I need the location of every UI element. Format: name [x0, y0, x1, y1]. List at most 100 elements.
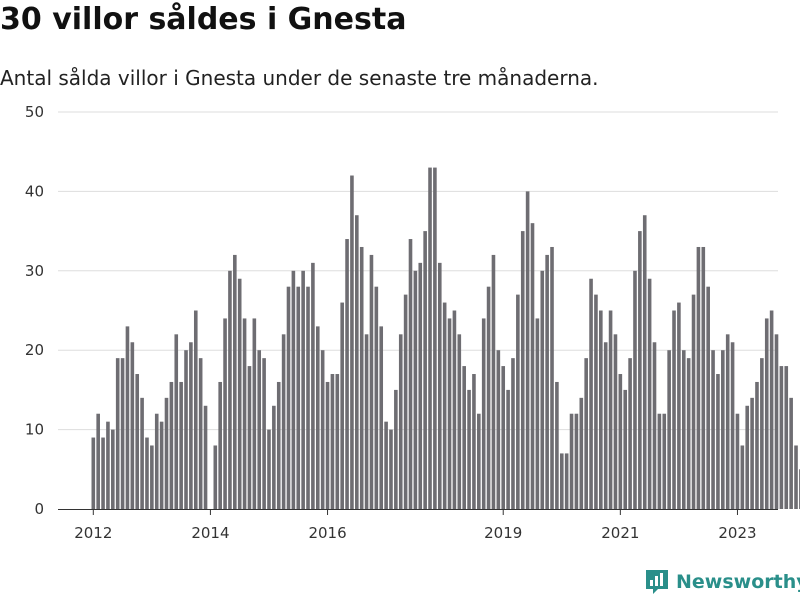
bar: [569, 413, 574, 509]
bar: [379, 326, 384, 509]
bar: [325, 381, 330, 509]
y-tick-label: 20: [25, 341, 44, 359]
bar: [564, 453, 569, 509]
bar: [428, 167, 432, 509]
bar: [193, 310, 198, 509]
bar: [462, 366, 466, 509]
bar: [496, 350, 501, 509]
bar: [535, 318, 540, 509]
bar: [740, 445, 745, 509]
x-tick-label: 2012: [74, 524, 112, 542]
bar: [223, 318, 227, 509]
bar: [281, 334, 286, 509]
bar: [306, 286, 310, 509]
bar: [662, 413, 667, 509]
bar: [559, 453, 564, 509]
brand-name: Newsworthy: [676, 571, 800, 593]
bar: [774, 334, 779, 509]
bar: [613, 334, 618, 509]
bar: [247, 366, 252, 509]
bar: [745, 405, 750, 509]
bar: [125, 326, 130, 509]
bar: [730, 342, 735, 509]
bar: [520, 231, 525, 509]
bar: [516, 294, 520, 509]
bar: [228, 270, 232, 509]
x-tick-label: 2019: [484, 524, 522, 542]
bar: [213, 445, 218, 509]
bar: [330, 374, 335, 509]
bar: [145, 437, 149, 509]
bar: [716, 374, 720, 509]
bar: [701, 246, 706, 510]
bar: [369, 254, 374, 509]
bar: [481, 318, 486, 509]
bar: [574, 413, 579, 509]
bar: [769, 310, 774, 509]
bar: [491, 254, 496, 509]
bar: [257, 350, 262, 509]
bar: [159, 421, 164, 509]
bars: [91, 167, 800, 510]
bar: [164, 397, 169, 509]
chart-title: 30 villor såldes i Gnesta: [0, 2, 407, 37]
bar: [301, 270, 305, 509]
bar: [437, 262, 442, 509]
bar: [628, 358, 632, 509]
bar: [442, 302, 447, 509]
bar: [198, 358, 203, 509]
bar: [315, 326, 320, 509]
bar: [242, 318, 247, 509]
bar: [686, 358, 691, 509]
newsworthy-logo[interactable]: Newsworthy: [644, 568, 800, 596]
bar: [472, 374, 476, 509]
bar: [603, 342, 608, 509]
bar: [779, 366, 784, 509]
bar: [794, 445, 798, 509]
y-axis-ticks: 0 10 20 30 40 50: [25, 103, 44, 518]
bar: [311, 262, 315, 509]
bar: [511, 358, 515, 509]
bar: [681, 350, 686, 509]
y-tick-label: 30: [25, 262, 44, 280]
bar: [501, 366, 506, 509]
bar: [189, 342, 193, 509]
bar: [691, 294, 696, 509]
bar: [584, 358, 588, 509]
bar: [721, 350, 725, 509]
bar: [403, 294, 408, 509]
bar: [486, 286, 491, 509]
bar: [599, 310, 603, 509]
bar: [384, 421, 388, 509]
bar: [652, 342, 657, 509]
bar: [418, 262, 423, 509]
bar: [423, 231, 427, 509]
bar: [525, 191, 530, 509]
bar: [262, 358, 266, 509]
bar: [452, 310, 457, 509]
bar: [594, 294, 598, 509]
bar: [789, 397, 793, 509]
x-tick-label: 2014: [191, 524, 229, 542]
bar: [545, 254, 549, 509]
bar: [350, 175, 354, 509]
bar: [120, 358, 125, 509]
bar: [345, 239, 349, 510]
bar: [706, 286, 710, 509]
bar: [540, 270, 545, 509]
x-tick-label: 2021: [601, 524, 639, 542]
bar: [477, 413, 481, 509]
y-tick-label: 40: [25, 182, 44, 200]
bar: [530, 223, 535, 509]
bar: [237, 278, 242, 509]
bar: [359, 246, 364, 510]
bar: [633, 270, 637, 509]
bar: [725, 334, 730, 509]
bar: [579, 397, 584, 509]
bar: [389, 429, 393, 509]
x-axis-ticks: 2012201420162019202120232025: [74, 509, 757, 542]
bar: [169, 381, 174, 509]
bar: [394, 389, 398, 509]
bar: [467, 389, 471, 509]
